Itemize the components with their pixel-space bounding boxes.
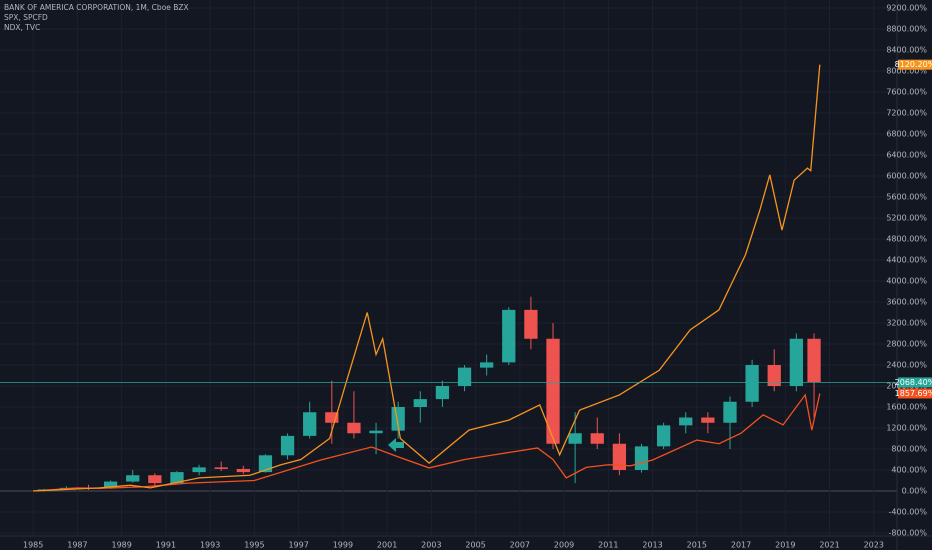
x-tick-label: 2021 — [819, 541, 839, 550]
y-tick-label: 6000.00% — [886, 172, 927, 181]
grid — [0, 0, 897, 536]
legend-entry: BANK OF AMERICA CORPORATION, 1M, Cboe BZ… — [4, 3, 189, 12]
last-value-label: 1857.69% — [895, 389, 932, 398]
x-tick-label: 2013 — [642, 541, 662, 550]
candle-body — [369, 430, 383, 434]
candle-body — [303, 412, 317, 436]
candle-body — [192, 467, 206, 473]
legend-entry: NDX, TVC — [4, 23, 40, 32]
y-tick-label: 6800.00% — [886, 130, 927, 139]
y-tick-label: -400.00% — [889, 508, 928, 517]
plot — [0, 64, 897, 492]
candle-body — [789, 338, 803, 386]
y-tick-label: 6400.00% — [886, 151, 927, 160]
last-value-tag — [898, 59, 932, 70]
candle-body — [723, 401, 737, 423]
y-tick-label: 3600.00% — [886, 298, 927, 307]
y-tick-label: 9200.00% — [886, 4, 927, 13]
candle-body — [236, 468, 250, 473]
y-tick-label: 0.00% — [902, 487, 928, 496]
y-tick-label: 8000.00% — [886, 67, 927, 76]
x-tick-label: 2005 — [465, 541, 485, 550]
candle-body — [413, 399, 427, 407]
x-tick-label: 1997 — [288, 541, 308, 550]
legend-entry: SPX, SPCFD — [4, 13, 48, 22]
candle-body — [457, 367, 472, 386]
candle-body — [656, 425, 671, 447]
candle-body — [634, 446, 649, 470]
candle-body — [325, 412, 339, 423]
y-tick-label: 8800.00% — [886, 25, 927, 34]
x-tick-label: 1999 — [333, 541, 353, 550]
candle-body — [767, 365, 781, 386]
x-tick-label: 1987 — [67, 541, 87, 550]
y-tick-label: 8400.00% — [886, 46, 927, 55]
candle-body — [701, 417, 715, 423]
price-label: 2068.40% — [895, 378, 932, 387]
candle-body — [480, 362, 494, 368]
candle-body — [679, 417, 693, 426]
candle-body — [590, 433, 604, 444]
last-value-label: 8120.20% — [895, 60, 932, 69]
candle-body — [258, 455, 273, 473]
candle-body — [103, 481, 118, 489]
candle-body — [612, 443, 627, 470]
y-tick-label: 400.00% — [891, 466, 927, 475]
y-tick-label: 7600.00% — [886, 88, 927, 97]
candle-body — [745, 365, 759, 402]
candle-body — [148, 475, 162, 484]
candle-body — [524, 309, 538, 339]
x-tick-label: 2017 — [731, 541, 751, 550]
y-tick-label: 1600.00% — [886, 403, 927, 412]
x-tick-label: 2007 — [510, 541, 530, 550]
candle-body — [546, 338, 560, 444]
y-tick-label: 4000.00% — [886, 277, 927, 286]
series-line — [33, 64, 821, 492]
candle-body — [807, 338, 821, 383]
arrow-annotation — [388, 438, 404, 452]
candle-body — [280, 435, 295, 456]
x-tick-label: 2003 — [421, 541, 441, 550]
x-tick-label: 2011 — [598, 541, 618, 550]
candle-body — [502, 309, 516, 363]
candle-body — [435, 386, 450, 400]
y-tick-label: 4400.00% — [886, 256, 927, 265]
x-tick-label: 1995 — [244, 541, 264, 550]
x-tick-label: 1993 — [200, 541, 220, 550]
y-tick-label: 5200.00% — [886, 214, 927, 223]
y-tick-label: 7200.00% — [886, 109, 927, 118]
x-tick-label: 1991 — [156, 541, 176, 550]
x-tick-label: 2023 — [864, 541, 884, 550]
y-tick-label: 2800.00% — [886, 340, 927, 349]
x-tick-label: 1985 — [23, 541, 43, 550]
x-tick-label: 1989 — [111, 541, 131, 550]
y-tick-label: 1200.00% — [886, 424, 927, 433]
price-tag — [898, 377, 932, 388]
y-tick-label: 5600.00% — [886, 193, 927, 202]
y-tick-label: 800.00% — [891, 445, 927, 454]
y-tick-label: 2400.00% — [886, 361, 927, 370]
last-value-tag — [898, 388, 932, 399]
candle-body — [568, 433, 582, 444]
x-tick-label: 2015 — [687, 541, 707, 550]
x-tick-label: 2009 — [554, 541, 574, 550]
candle-body — [391, 407, 405, 431]
y-tick-label: -800.00% — [889, 529, 928, 538]
series-line — [33, 393, 821, 492]
candle-body — [126, 475, 140, 482]
axis: -800.00% -400.00% 0.00% 400.00% 800.00% 1200.… — [23, 4, 932, 550]
y-tick-label: 3200.00% — [886, 319, 927, 328]
x-tick-label: 2001 — [377, 541, 397, 550]
x-tick-label: 2019 — [775, 541, 795, 550]
y-tick-label: 4800.00% — [886, 235, 927, 244]
candle-body — [214, 467, 228, 469]
candle-body — [347, 422, 361, 434]
candle-body — [170, 472, 184, 484]
